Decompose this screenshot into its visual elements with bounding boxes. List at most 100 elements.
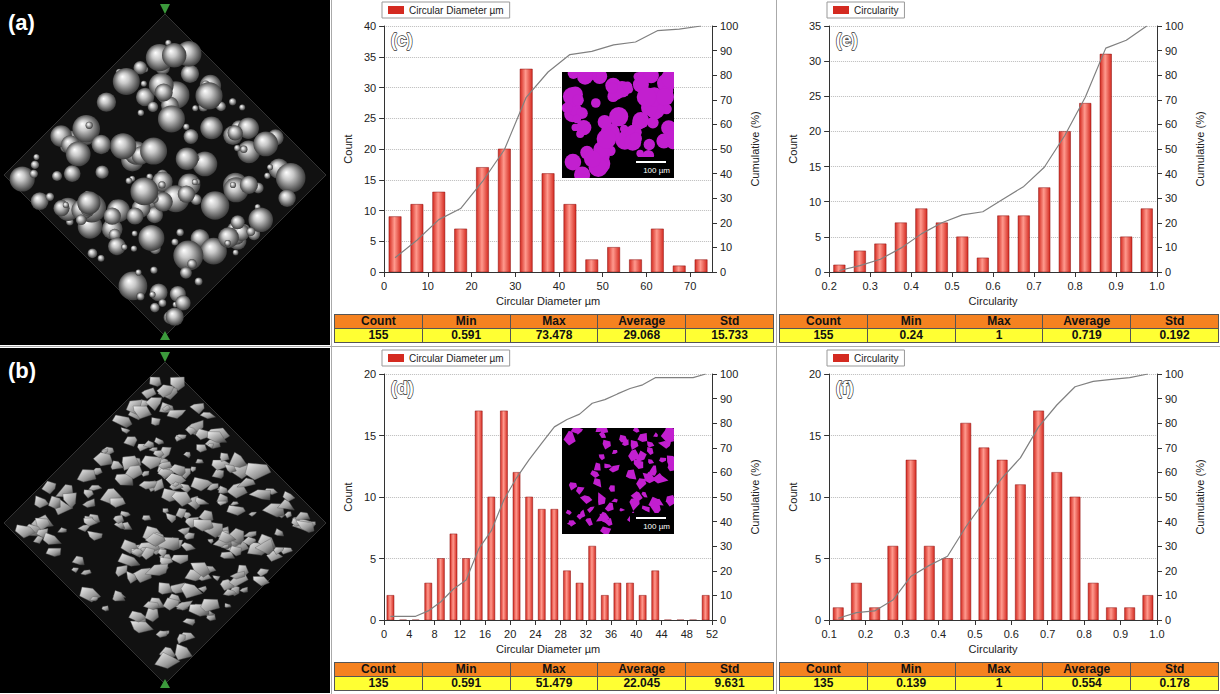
svg-text:10: 10 [364, 491, 376, 503]
svg-text:70: 70 [720, 94, 732, 106]
svg-text:60: 60 [1165, 118, 1177, 130]
svg-text:35: 35 [364, 51, 376, 63]
svg-text:80: 80 [1165, 417, 1177, 429]
svg-text:Cumulative (%): Cumulative (%) [1194, 111, 1206, 186]
svg-text:0.2: 0.2 [858, 628, 873, 640]
svg-text:0: 0 [370, 266, 376, 278]
svg-text:Count: Count [787, 134, 799, 163]
svg-text:Circularity: Circularity [854, 5, 898, 16]
svg-text:52: 52 [706, 628, 718, 640]
svg-text:0.7: 0.7 [1040, 628, 1055, 640]
svg-text:0.3: 0.3 [894, 628, 909, 640]
svg-text:20: 20 [364, 143, 376, 155]
svg-text:0.1: 0.1 [821, 628, 836, 640]
svg-text:20: 20 [720, 565, 732, 577]
svg-text:30: 30 [364, 82, 376, 94]
svg-text:30: 30 [720, 192, 732, 204]
svg-text:25: 25 [809, 90, 821, 102]
svg-text:20: 20 [364, 368, 376, 380]
svg-text:32: 32 [580, 628, 592, 640]
svg-text:0.9: 0.9 [1108, 280, 1123, 292]
svg-text:36: 36 [605, 628, 617, 640]
svg-text:60: 60 [1165, 466, 1177, 478]
svg-text:10: 10 [809, 491, 821, 503]
svg-text:10: 10 [720, 241, 732, 253]
svg-text:Circularity: Circularity [854, 353, 898, 364]
svg-text:30: 30 [509, 280, 521, 292]
svg-text:0: 0 [815, 266, 821, 278]
svg-text:8: 8 [432, 628, 438, 640]
svg-text:15: 15 [809, 430, 821, 442]
svg-text:15: 15 [364, 174, 376, 186]
svg-text:Circularity: Circularity [969, 643, 1018, 655]
svg-text:30: 30 [809, 55, 821, 67]
svg-text:35: 35 [809, 20, 821, 32]
svg-text:50: 50 [720, 143, 732, 155]
svg-text:30: 30 [720, 540, 732, 552]
svg-text:40: 40 [720, 168, 732, 180]
svg-text:Circular Diameter µm: Circular Diameter µm [496, 643, 600, 655]
svg-text:70: 70 [1165, 94, 1177, 106]
svg-text:0: 0 [815, 614, 821, 626]
svg-text:0.3: 0.3 [862, 280, 877, 292]
svg-text:0: 0 [1165, 614, 1171, 626]
svg-text:1.0: 1.0 [1149, 280, 1164, 292]
svg-text:25: 25 [364, 112, 376, 124]
svg-text:20: 20 [809, 125, 821, 137]
svg-text:0.4: 0.4 [931, 628, 946, 640]
svg-text:40: 40 [1165, 168, 1177, 180]
svg-text:0.5: 0.5 [944, 280, 959, 292]
svg-text:0: 0 [370, 614, 376, 626]
svg-text:10: 10 [1165, 589, 1177, 601]
svg-text:0.5: 0.5 [967, 628, 982, 640]
svg-text:30: 30 [1165, 192, 1177, 204]
svg-text:Circularity: Circularity [969, 295, 1018, 307]
svg-text:Circular Diameter µm: Circular Diameter µm [409, 5, 504, 16]
svg-text:24: 24 [529, 628, 541, 640]
svg-text:0.7: 0.7 [1026, 280, 1041, 292]
svg-text:5: 5 [370, 553, 376, 565]
svg-text:90: 90 [720, 393, 732, 405]
svg-text:0: 0 [381, 280, 387, 292]
svg-text:15: 15 [809, 161, 821, 173]
svg-text:(e): (e) [836, 30, 858, 50]
svg-text:12: 12 [454, 628, 466, 640]
svg-text:100: 100 [1165, 368, 1183, 380]
svg-text:50: 50 [1165, 491, 1177, 503]
svg-text:16: 16 [479, 628, 491, 640]
svg-text:5: 5 [815, 553, 821, 565]
svg-text:100: 100 [720, 368, 738, 380]
svg-text:20: 20 [1165, 565, 1177, 577]
svg-text:80: 80 [720, 69, 732, 81]
svg-text:0.6: 0.6 [985, 280, 1000, 292]
svg-text:100: 100 [1165, 20, 1183, 32]
svg-text:5: 5 [815, 231, 821, 243]
svg-text:20: 20 [720, 217, 732, 229]
svg-text:50: 50 [720, 491, 732, 503]
svg-text:15: 15 [364, 430, 376, 442]
svg-text:60: 60 [720, 466, 732, 478]
svg-text:40: 40 [553, 280, 565, 292]
svg-text:(f): (f) [836, 378, 854, 398]
svg-text:Count: Count [342, 134, 354, 163]
svg-text:100 µm: 100 µm [643, 522, 670, 531]
svg-text:0: 0 [720, 266, 726, 278]
svg-text:0.6: 0.6 [1004, 628, 1019, 640]
svg-text:0: 0 [381, 628, 387, 640]
svg-text:50: 50 [597, 280, 609, 292]
svg-text:50: 50 [1165, 143, 1177, 155]
svg-text:90: 90 [1165, 393, 1177, 405]
svg-text:0.9: 0.9 [1113, 628, 1128, 640]
svg-text:0.2: 0.2 [821, 280, 836, 292]
svg-text:60: 60 [640, 280, 652, 292]
svg-text:0.8: 0.8 [1067, 280, 1082, 292]
svg-text:40: 40 [1165, 516, 1177, 528]
svg-text:(a): (a) [8, 10, 35, 35]
svg-text:10: 10 [1165, 241, 1177, 253]
svg-text:70: 70 [684, 280, 696, 292]
svg-text:10: 10 [422, 280, 434, 292]
svg-text:60: 60 [720, 118, 732, 130]
svg-text:28: 28 [555, 628, 567, 640]
svg-text:10: 10 [809, 196, 821, 208]
svg-text:20: 20 [809, 368, 821, 380]
